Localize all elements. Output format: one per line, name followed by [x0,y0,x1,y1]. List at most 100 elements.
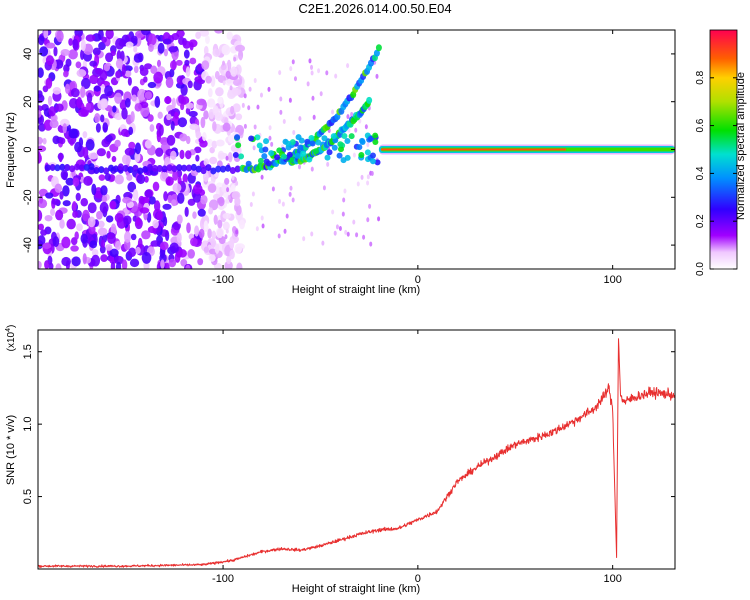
haze-speckle [370,171,374,177]
haze-speckle [241,102,245,108]
noise-speckle [80,197,89,207]
noise-speckle [131,94,137,102]
noise-speckle [58,152,63,163]
noise-speckle [46,42,56,49]
noise-speckle [154,96,161,108]
noise-speckle [139,207,150,214]
cluster-blob [297,144,304,151]
noise-speckle [89,240,98,249]
noise-speckle [133,65,139,74]
noise-speckle [130,233,137,241]
noise-speckle [197,258,204,266]
noise-speckle [187,198,196,206]
noise-speckle [184,59,190,66]
haze-speckle [366,142,370,148]
noise-speckle [42,242,52,249]
noise-speckle [82,146,89,159]
heatmap-y-label: Frequency (Hz) [5,112,17,188]
noise-speckle [128,141,136,150]
noise-speckle [155,147,164,157]
noise-speckle [61,236,71,249]
noise-speckle [160,259,165,269]
cluster-blob [315,139,322,146]
snr-y-multiplier-base: (x10 [6,331,17,351]
haze-speckle [356,181,360,187]
cluster-blob [294,152,301,159]
noise-speckle [82,131,88,139]
snr-x-tick-label: 100 [603,573,621,585]
cluster-blob [254,134,261,141]
low-band-blob [108,164,115,172]
noise-speckle [177,117,188,128]
noise-speckle [232,103,241,113]
noise-speckle [210,75,216,88]
trace-a-blob [375,44,382,52]
noise-speckle [231,191,241,200]
low-band-blob [195,165,202,173]
noise-speckle [176,214,183,225]
noise-speckle [100,254,108,263]
noise-speckle [198,228,205,239]
low-band-blob [190,163,197,171]
noise-speckle [164,96,172,104]
noise-speckle [114,139,121,148]
low-band-blob [166,164,173,172]
haze-speckle [281,201,285,207]
noise-speckle [157,42,165,54]
haze-speckle [302,236,306,242]
noise-speckle [207,183,217,193]
haze-speckle [283,228,287,234]
noise-speckle [179,149,185,160]
noise-speckle [51,198,61,205]
noise-speckle [203,110,209,120]
cluster-blob [235,142,242,149]
noise-speckle [72,210,79,218]
haze-speckle [364,124,368,130]
snr-axes: -100 0 100 0.5 1.0 1.5 [22,330,675,585]
noise-speckle [215,87,224,97]
noise-speckle [92,47,101,56]
haze-speckle [225,155,229,161]
haze-speckle [229,85,233,91]
noise-speckle [166,113,172,121]
haze-speckle [285,213,289,219]
heatmap-x-label: Height of straight line (km) [292,284,420,296]
noise-speckle [224,260,233,269]
haze-speckle [291,59,295,65]
noise-speckle [214,112,224,121]
noise-speckle [45,77,53,89]
noise-speckle [207,228,212,239]
cluster-blob [331,144,338,151]
noise-speckle [111,155,117,163]
noise-speckle [121,63,127,76]
cluster-blob [374,159,381,166]
low-band-blob [234,165,241,173]
noise-speckle [55,209,64,221]
haze-speckle [252,145,256,151]
haze-speckle [346,231,350,237]
noise-speckle [42,137,47,145]
noise-speckle [39,194,44,204]
heatmap-y-tick-label: -20 [22,189,34,205]
haze-speckle [334,73,338,79]
noise-speckle [105,30,114,40]
cluster-blob [263,138,270,145]
noise-speckle [50,208,56,216]
colorbar-tick-label: 0.8 [695,70,706,84]
noise-speckle [82,209,90,222]
haze-speckle [311,95,315,101]
noise-speckle [114,240,122,251]
noise-speckle [132,215,137,222]
noise-speckle [195,131,202,139]
noise-speckle [80,86,86,98]
noise-speckle [201,60,210,70]
noise-speckle [85,34,96,42]
haze-speckle [366,180,370,186]
noise-speckle [38,35,45,46]
noise-speckle [95,123,101,133]
noise-speckle [105,52,114,63]
haze-speckle [366,174,370,180]
haze-speckle [342,197,346,203]
cluster-blob [295,134,302,141]
snr-y-multiplier-exp: 4 [5,328,12,332]
